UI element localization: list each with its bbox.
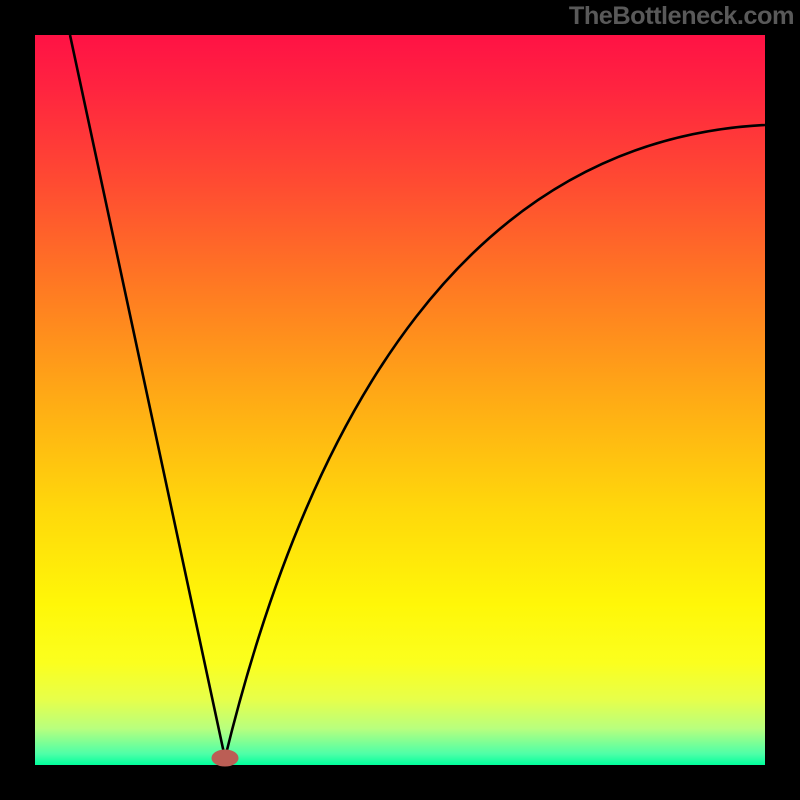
chart-svg (0, 0, 800, 800)
optimum-marker (212, 750, 238, 766)
attribution-text: TheBottleneck.com (569, 2, 794, 31)
figure-canvas: { "figure": { "width": 800, "height": 80… (0, 0, 800, 800)
